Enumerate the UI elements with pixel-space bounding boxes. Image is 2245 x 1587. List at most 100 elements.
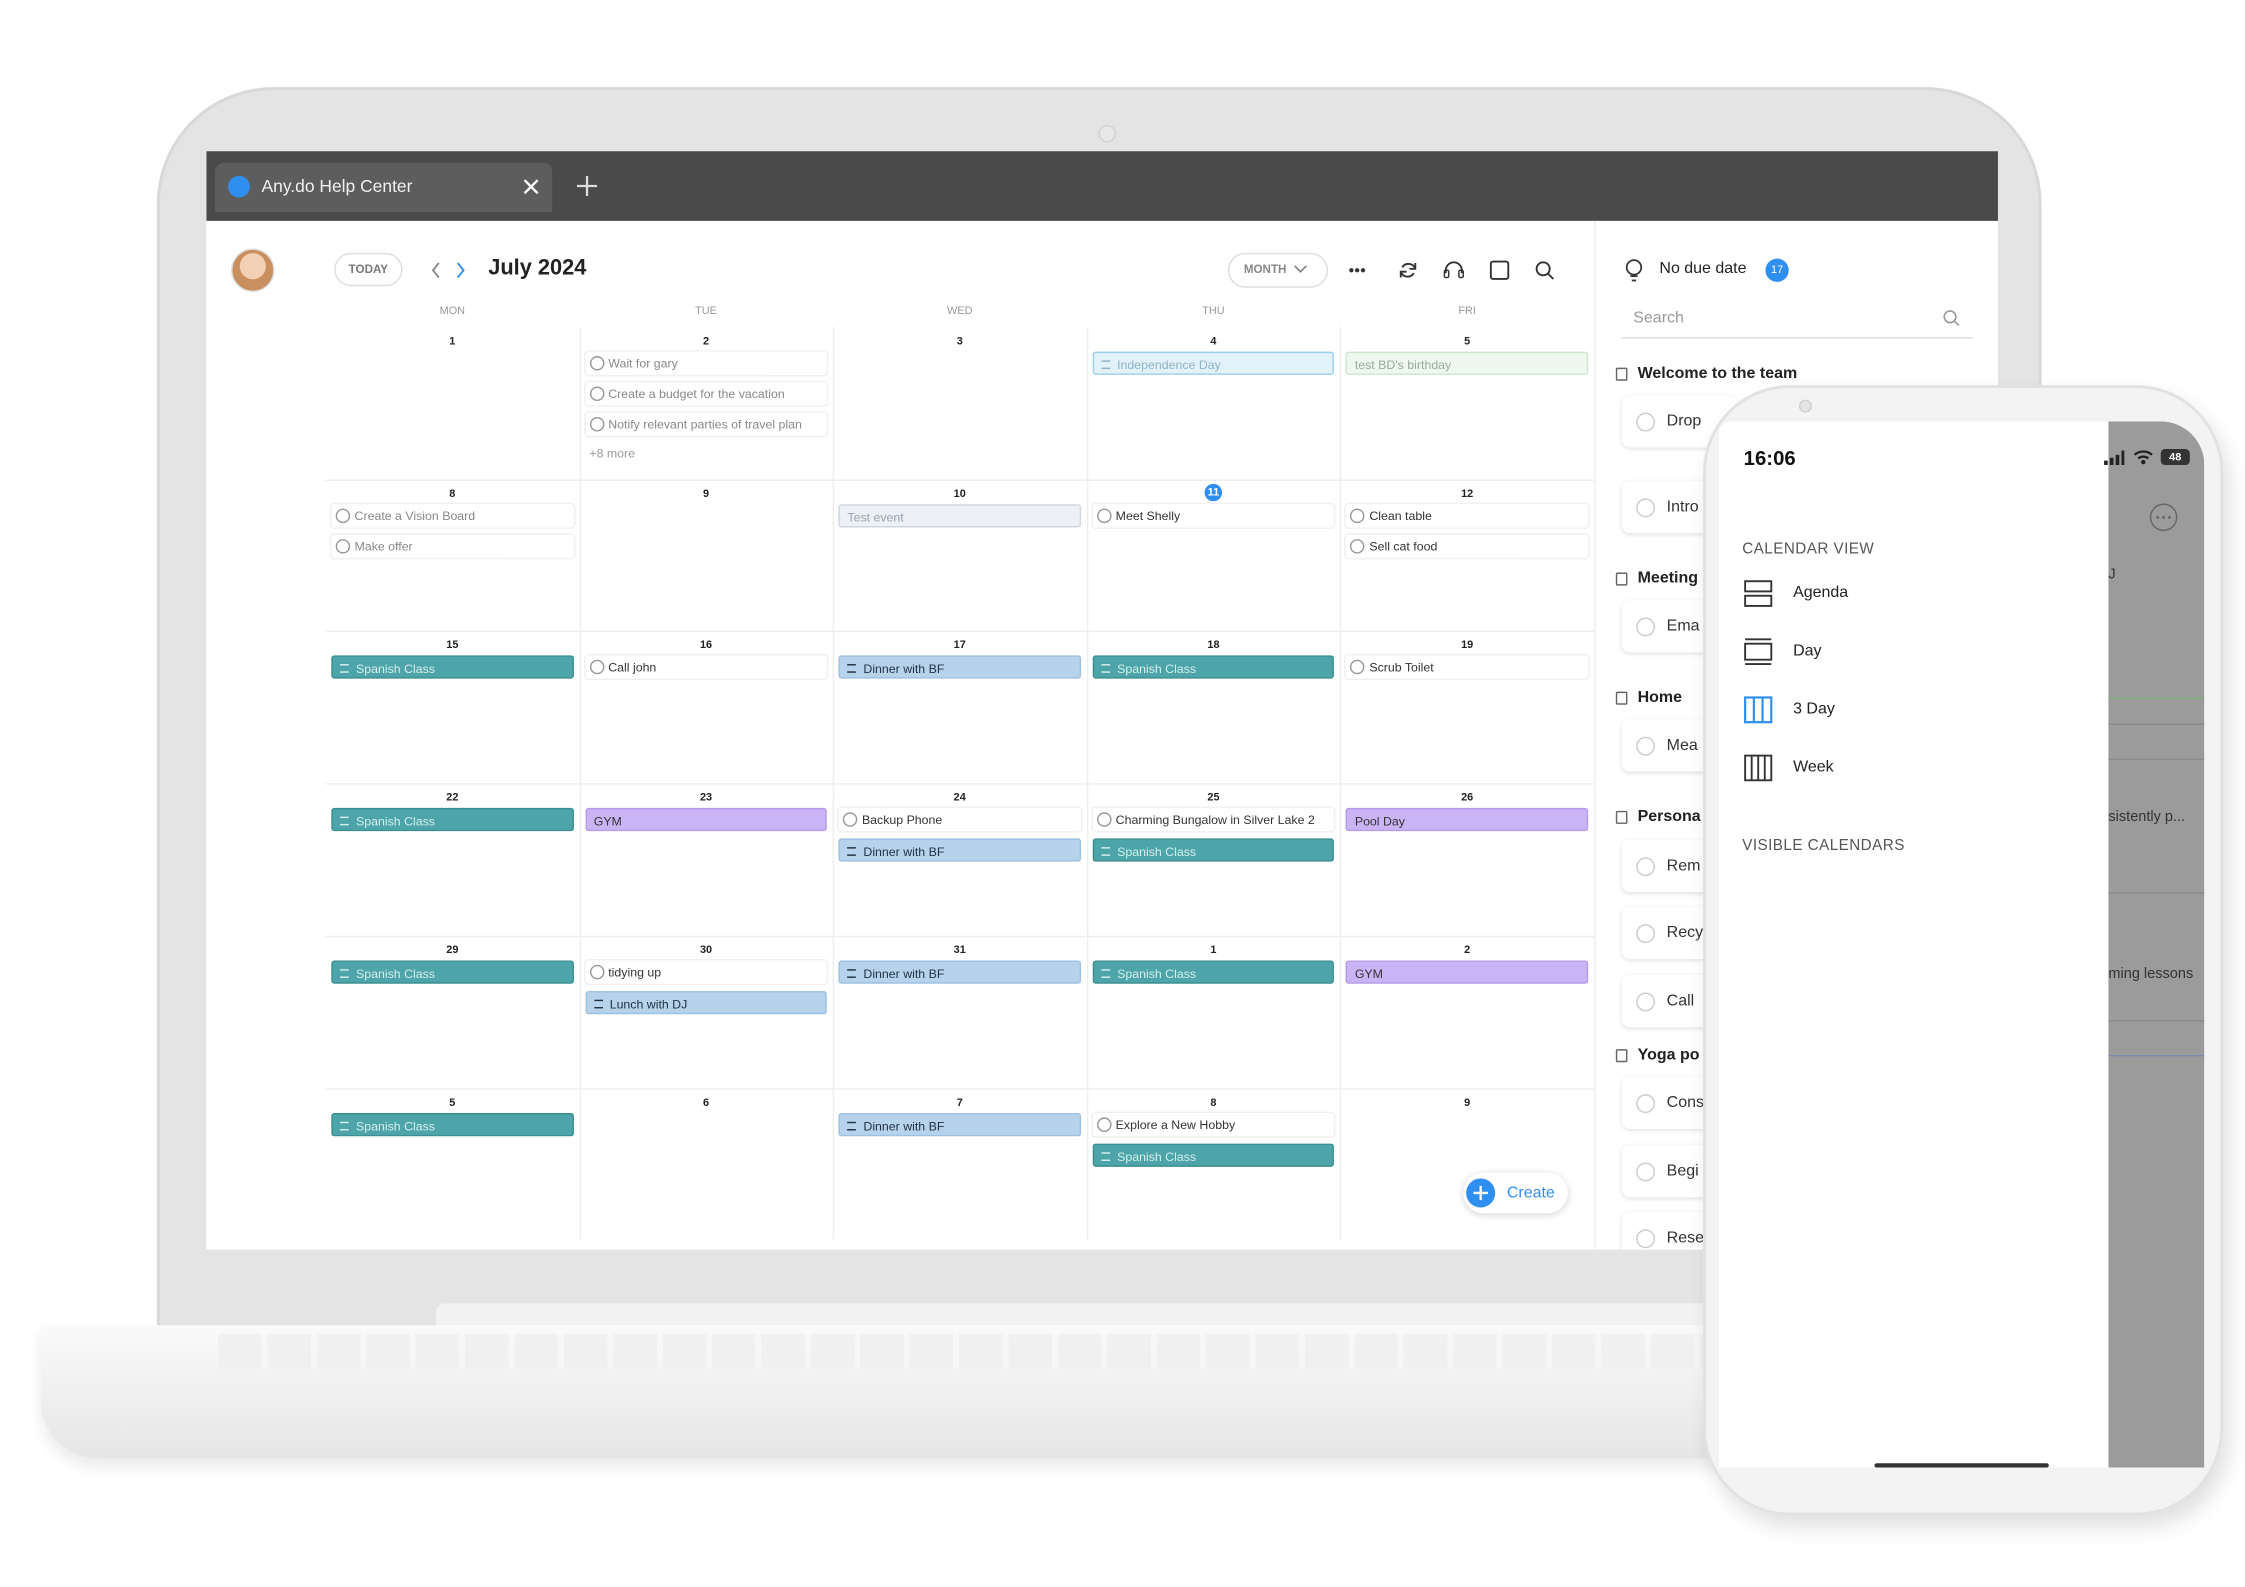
event[interactable]: Explore a New Hobby bbox=[1092, 1112, 1335, 1136]
tab-favicon bbox=[228, 175, 250, 198]
event[interactable]: test BD's birthday bbox=[1346, 351, 1589, 375]
new-tab[interactable] bbox=[576, 175, 598, 197]
section-icon bbox=[1615, 367, 1628, 381]
view-option[interactable]: Day bbox=[1793, 642, 1822, 660]
section-title: Home bbox=[1637, 688, 1683, 707]
event[interactable]: Spanish Class bbox=[331, 808, 574, 832]
event[interactable]: Spanish Class bbox=[331, 1112, 574, 1136]
date-label: 2 bbox=[702, 334, 710, 348]
dimmed-text: sistently p... bbox=[2108, 809, 2186, 826]
today-date: 11 bbox=[1204, 483, 1223, 501]
date-label: 23 bbox=[699, 790, 713, 804]
sync-icon[interactable] bbox=[1398, 260, 1418, 280]
event[interactable]: Call john bbox=[584, 655, 828, 680]
section-title: Persona bbox=[1637, 807, 1701, 826]
event[interactable]: Pool Day bbox=[1346, 808, 1589, 832]
more-link[interactable]: +8 more bbox=[589, 446, 636, 461]
row-divider bbox=[325, 783, 1595, 785]
search-box[interactable]: Search bbox=[1621, 302, 1974, 339]
view-button[interactable]: MONTH bbox=[1227, 252, 1329, 288]
view-icon[interactable] bbox=[1744, 696, 1773, 724]
view-option[interactable]: 3 Day bbox=[1793, 700, 1835, 718]
keyboard bbox=[217, 1333, 1744, 1369]
event[interactable]: Notify relevant parties of travel plan bbox=[584, 412, 828, 436]
event[interactable]: Spanish Class bbox=[1092, 1142, 1335, 1167]
next-month[interactable] bbox=[455, 262, 467, 279]
date-label: 12 bbox=[1461, 486, 1474, 500]
view-icon[interactable] bbox=[1744, 638, 1773, 666]
section-title: Meeting bbox=[1637, 569, 1699, 588]
date-label: 25 bbox=[1207, 790, 1220, 804]
event[interactable]: Meet Shelly bbox=[1092, 503, 1335, 528]
date-label: 1 bbox=[1210, 942, 1217, 956]
today-button[interactable]: TODAY bbox=[334, 252, 403, 287]
date-label: 26 bbox=[1461, 790, 1474, 804]
section-icon bbox=[1615, 810, 1628, 824]
event[interactable]: GYM bbox=[1346, 960, 1589, 984]
date-label: 31 bbox=[953, 942, 966, 956]
wifi-icon bbox=[2133, 450, 2153, 465]
event[interactable]: Dinner with BF bbox=[838, 838, 1081, 862]
event[interactable]: Backup Phone bbox=[838, 808, 1081, 832]
dimmed-more bbox=[2149, 503, 2178, 532]
count-badge: 17 bbox=[1765, 258, 1789, 282]
weekday-label: MON bbox=[439, 303, 466, 317]
date-label: 8 bbox=[1210, 1094, 1217, 1108]
event[interactable]: Create a Vision Board bbox=[331, 503, 574, 528]
event[interactable]: Charming Bungalow in Silver Lake 2 bbox=[1092, 808, 1335, 832]
laptop-hinge bbox=[435, 1303, 1744, 1327]
event[interactable]: Create a budget for the vacation bbox=[584, 382, 828, 406]
dimmed-line bbox=[2108, 697, 2205, 699]
support-icon[interactable] bbox=[1443, 260, 1465, 280]
date-label: 15 bbox=[446, 638, 459, 652]
dimmed-line bbox=[2108, 723, 2205, 726]
dimmed-line bbox=[2108, 892, 2205, 894]
event[interactable]: Wait for gary bbox=[584, 351, 828, 375]
event[interactable]: Sell cat food bbox=[1346, 534, 1589, 558]
date-label: 24 bbox=[953, 790, 966, 804]
date-label: 22 bbox=[446, 790, 459, 804]
view-icon[interactable] bbox=[1744, 580, 1773, 608]
date-label: 5 bbox=[449, 1094, 456, 1108]
event[interactable]: GYM bbox=[584, 808, 828, 832]
phone-speaker bbox=[1798, 399, 1812, 413]
event[interactable]: Spanish Class bbox=[1092, 655, 1335, 680]
event[interactable]: Test event bbox=[838, 503, 1081, 528]
event[interactable]: Make offer bbox=[331, 534, 574, 558]
event[interactable]: Lunch with DJ bbox=[584, 990, 828, 1014]
event[interactable]: Dinner with BF bbox=[838, 1112, 1081, 1136]
event[interactable]: Spanish Class bbox=[1092, 960, 1335, 984]
event[interactable]: Dinner with BF bbox=[838, 960, 1081, 984]
create-plus-icon bbox=[1473, 1185, 1488, 1201]
event[interactable]: Independence Day bbox=[1092, 351, 1335, 375]
panel-icon[interactable] bbox=[1489, 260, 1510, 280]
dimmed-line bbox=[2108, 758, 2205, 760]
date-label: 9 bbox=[702, 486, 710, 500]
date-label: 9 bbox=[1464, 1094, 1471, 1108]
event[interactable]: Dinner with BF bbox=[838, 655, 1081, 680]
column-divider bbox=[832, 326, 835, 1240]
view-icon[interactable] bbox=[1744, 754, 1773, 782]
camera bbox=[1098, 124, 1116, 143]
search-icon[interactable] bbox=[1534, 260, 1554, 280]
prev-month[interactable] bbox=[430, 262, 442, 279]
date-label: 19 bbox=[1461, 638, 1474, 652]
date-label: 30 bbox=[699, 942, 713, 956]
event[interactable]: Spanish Class bbox=[331, 655, 574, 680]
event[interactable]: Spanish Class bbox=[1092, 838, 1335, 862]
event[interactable]: Clean table bbox=[1346, 503, 1589, 528]
event[interactable]: Scrub Toilet bbox=[1346, 655, 1589, 680]
view-option[interactable]: Week bbox=[1793, 758, 1834, 776]
more-icon[interactable] bbox=[1348, 267, 1366, 273]
section-heading: CALENDAR VIEW bbox=[1742, 540, 1875, 558]
row-divider bbox=[325, 479, 1595, 481]
event[interactable]: Spanish Class bbox=[331, 960, 574, 984]
date-label: 2 bbox=[1464, 942, 1471, 956]
date-label: 10 bbox=[953, 486, 966, 500]
browser-tab[interactable] bbox=[215, 162, 553, 213]
row-divider bbox=[325, 935, 1595, 937]
event[interactable]: tidying up bbox=[584, 960, 828, 984]
tab-close[interactable] bbox=[523, 179, 539, 195]
view-option[interactable]: Agenda bbox=[1793, 584, 1849, 602]
